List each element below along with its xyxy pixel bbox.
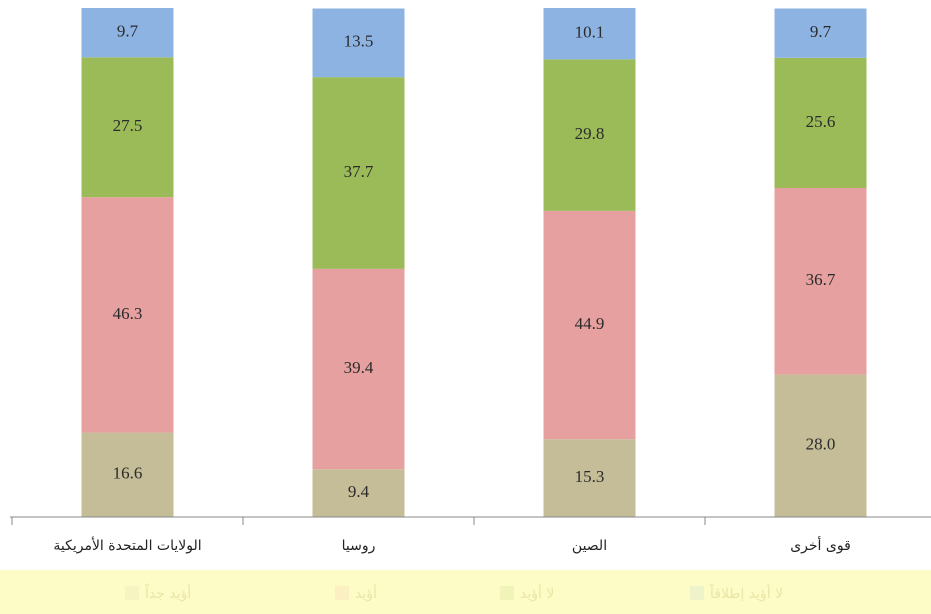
data-label: 15.3 bbox=[575, 467, 605, 486]
x-tick-label: الصين bbox=[572, 538, 607, 554]
x-tick-label: قوى أخرى bbox=[790, 536, 851, 554]
legend-swatch bbox=[500, 586, 514, 600]
data-label: 37.7 bbox=[344, 162, 374, 181]
data-label: 44.9 bbox=[575, 314, 605, 333]
bar-segment bbox=[543, 210, 636, 440]
bar-segment bbox=[312, 268, 405, 470]
data-label: 36.7 bbox=[806, 270, 836, 289]
bar-segment bbox=[81, 57, 174, 198]
bar-segment bbox=[543, 8, 636, 60]
bar-segment bbox=[81, 8, 174, 58]
data-label: 10.1 bbox=[575, 23, 605, 42]
bar-segment bbox=[312, 77, 405, 269]
legend-swatch bbox=[335, 586, 349, 600]
legend-label: لا أؤيد إطلاقاً bbox=[709, 583, 783, 602]
data-label: 9.7 bbox=[117, 22, 139, 41]
legend-label: أؤيد bbox=[355, 584, 377, 602]
bar-segment bbox=[312, 8, 405, 78]
bar-segment bbox=[774, 374, 867, 517]
legend-swatch bbox=[125, 586, 139, 600]
bar-segment bbox=[543, 439, 636, 517]
bar-segment bbox=[774, 57, 867, 189]
bar-segment bbox=[543, 59, 636, 211]
x-tick-label: الولايات المتحدة الأمريكية bbox=[53, 536, 201, 554]
legend-background bbox=[0, 570, 931, 614]
data-label: 16.6 bbox=[113, 464, 143, 483]
legend-label: أؤيد جداً bbox=[144, 583, 191, 602]
bar-segment bbox=[774, 188, 867, 375]
data-label: 25.6 bbox=[806, 112, 836, 131]
bar-segment bbox=[774, 8, 867, 58]
bar-segment bbox=[81, 197, 174, 433]
data-label: 28.0 bbox=[806, 435, 836, 454]
data-label: 9.7 bbox=[810, 22, 832, 41]
data-label: 27.5 bbox=[113, 116, 143, 135]
bar-segment bbox=[81, 432, 174, 517]
legend-swatch bbox=[690, 586, 704, 600]
data-label: 13.5 bbox=[344, 32, 374, 51]
data-label: 46.3 bbox=[113, 304, 143, 323]
legend-label: لا أؤيد bbox=[520, 584, 554, 602]
x-tick-label: روسيا bbox=[342, 538, 376, 554]
bar-segment bbox=[312, 469, 405, 517]
data-label: 9.4 bbox=[348, 482, 370, 501]
data-label: 39.4 bbox=[344, 358, 374, 377]
data-label: 29.8 bbox=[575, 124, 605, 143]
